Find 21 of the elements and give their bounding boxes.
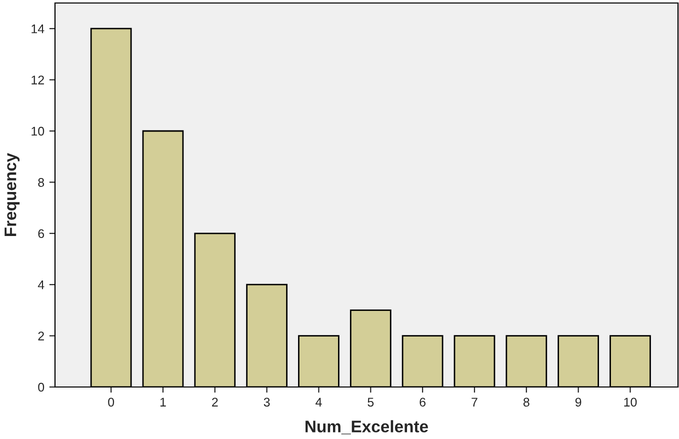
y-tick-label: 10 [32, 126, 44, 136]
x-axis-title: Num_Excelente [306, 420, 428, 434]
y-tick-label: 4 [38, 280, 44, 290]
y-tick-label: 14 [32, 24, 44, 34]
x-tick-label: 3 [264, 398, 270, 407]
y-tick-label: 8 [38, 178, 44, 187]
y-tick-label: 12 [32, 76, 44, 84]
x-tick-label: 0 [108, 398, 114, 407]
y-tick-label: 6 [38, 229, 44, 238]
x-tick-label: 9 [575, 398, 582, 407]
x-tick-label: 10 [624, 398, 637, 407]
x-tick-label: 4 [316, 398, 322, 406]
x-tick-label: 7 [472, 398, 478, 406]
y-tick-label: 2 [38, 332, 44, 340]
y-axis-title: Frequency [4, 152, 20, 236]
y-tick-label: 0 [38, 382, 44, 392]
x-tick-label: 8 [523, 398, 530, 407]
x-tick-label: 2 [212, 398, 218, 406]
x-tick-label: 6 [420, 398, 426, 407]
x-tick-label: 5 [368, 398, 374, 407]
x-tick-label: 1 [160, 398, 166, 406]
